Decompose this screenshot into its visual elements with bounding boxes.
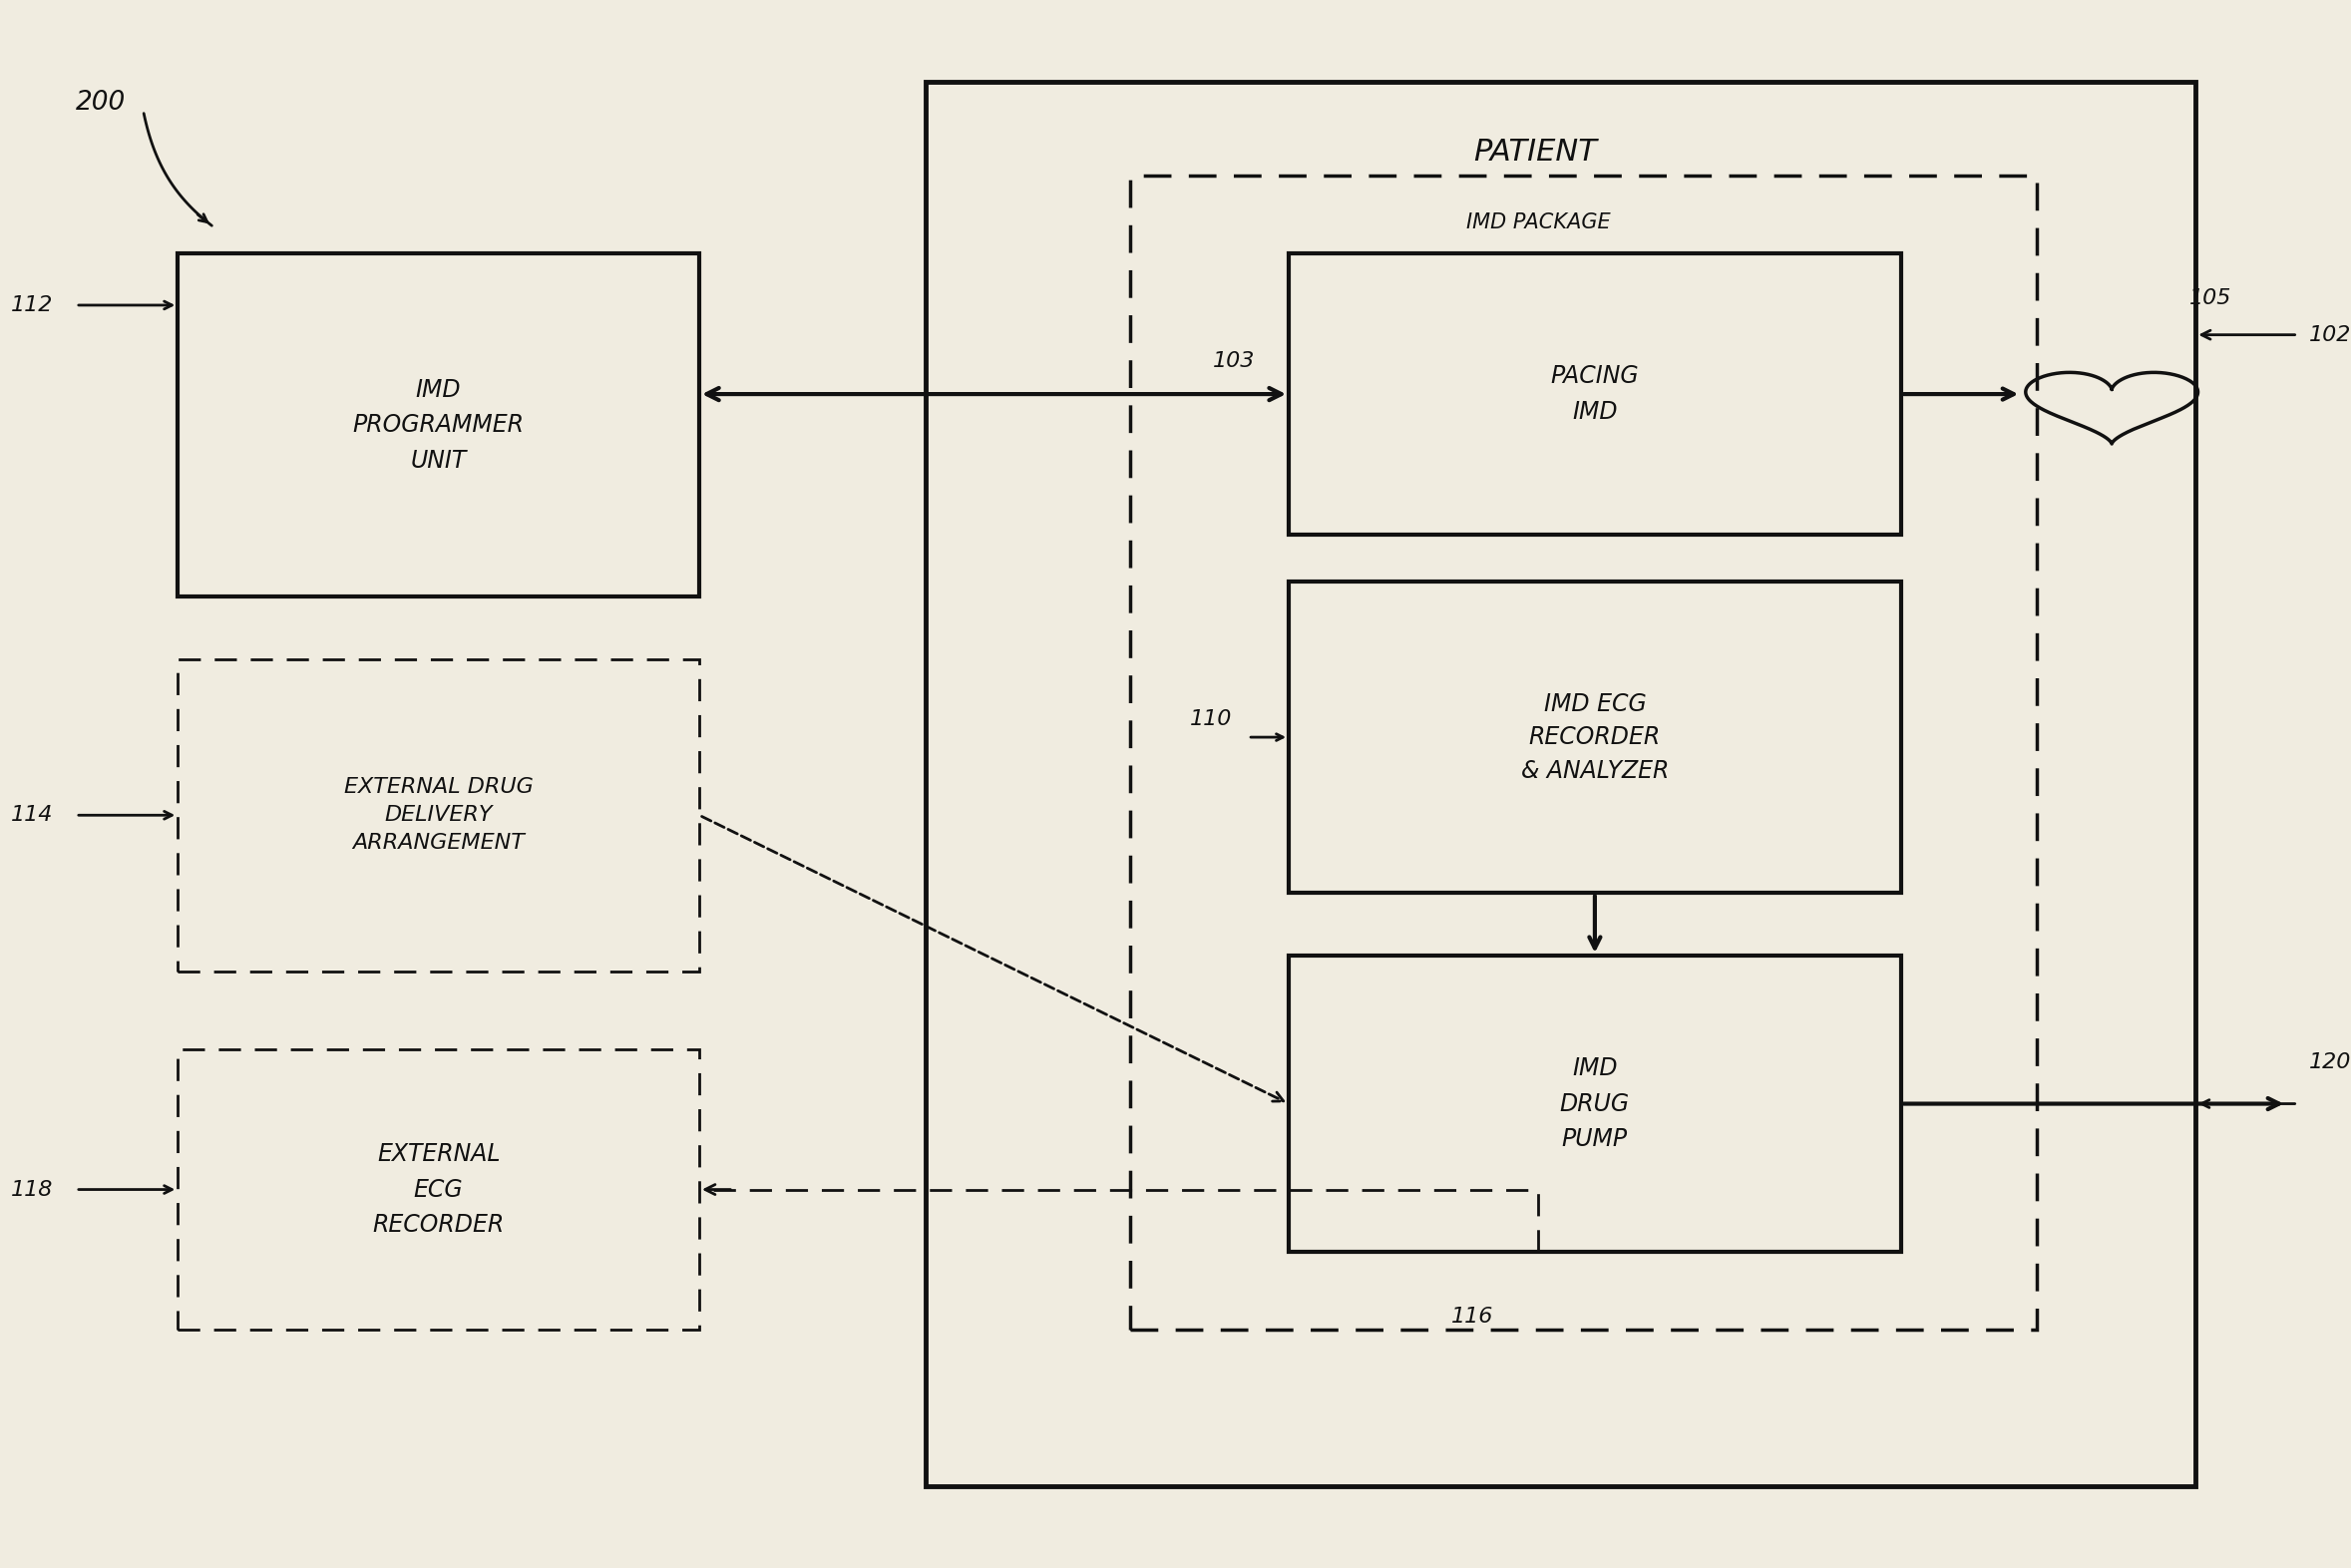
Text: IMD
PROGRAMMER
UNIT: IMD PROGRAMMER UNIT [353,378,524,472]
Text: IMD ECG
RECORDER
& ANALYZER: IMD ECG RECORDER & ANALYZER [1521,691,1669,782]
Bar [179,254,698,597]
Text: PATIENT: PATIENT [1474,138,1596,166]
Text: EXTERNAL DRUG
DELIVERY
ARRANGEMENT: EXTERNAL DRUG DELIVERY ARRANGEMENT [343,778,534,853]
Text: 110: 110 [1190,709,1232,729]
Text: 118: 118 [12,1179,54,1200]
Bar [1131,176,2036,1330]
Text: 103: 103 [1213,351,1255,370]
Text: 114: 114 [12,806,54,825]
Text: 112: 112 [12,295,54,315]
Text: 102: 102 [2309,325,2351,345]
Bar [179,659,698,971]
Bar [926,82,2196,1486]
Bar [1288,582,1902,894]
Text: 105: 105 [2189,289,2231,309]
Text: 200: 200 [75,89,127,116]
Text: PACING
IMD: PACING IMD [1552,364,1639,423]
Bar [1288,955,1902,1251]
Text: 120: 120 [2309,1052,2351,1073]
Text: IMD PACKAGE: IMD PACKAGE [1467,213,1610,232]
Text: 116: 116 [1451,1306,1493,1327]
Text: IMD
DRUG
PUMP: IMD DRUG PUMP [1559,1057,1629,1151]
Bar [179,1049,698,1330]
Bar [1288,254,1902,535]
Text: EXTERNAL
ECG
RECORDER: EXTERNAL ECG RECORDER [371,1142,505,1237]
